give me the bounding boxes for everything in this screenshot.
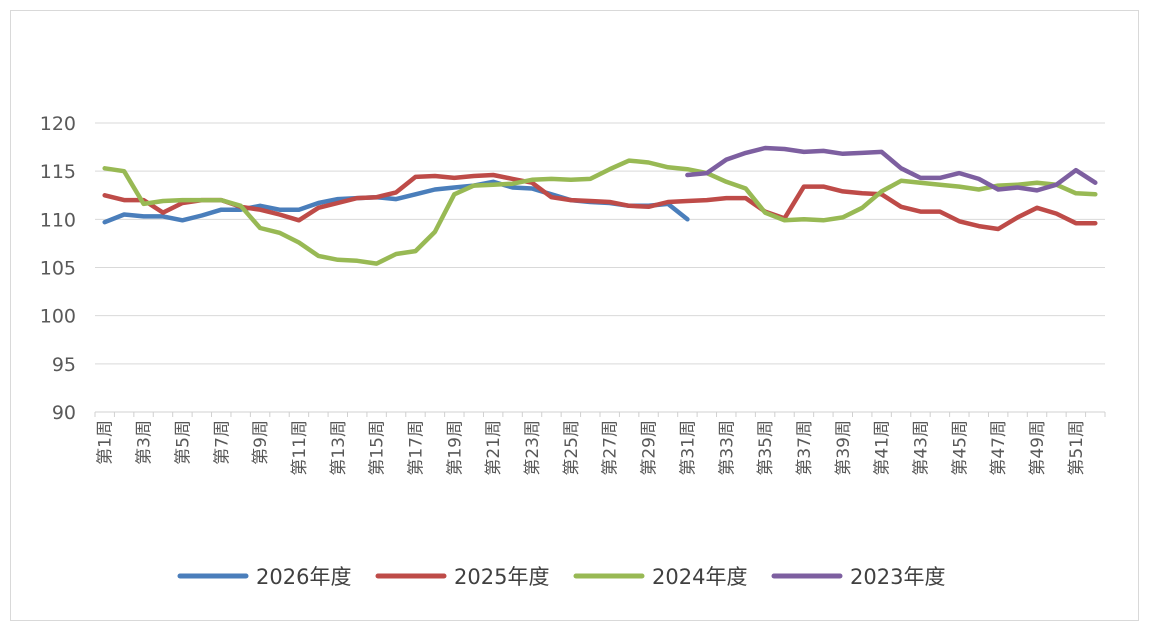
legend: 2026年度 2025年度 2024年度 2023年度 — [177, 565, 945, 589]
x-tick-label: 第7周 — [212, 420, 232, 465]
y-tick-label: 110 — [40, 209, 76, 231]
series-line-1 — [102, 172, 1098, 232]
x-tick-label: 第49周 — [1028, 420, 1048, 476]
x-tick-label: 第5周 — [173, 420, 193, 465]
x-tick-label: 第47周 — [989, 420, 1009, 476]
y-tick-label: 105 — [40, 258, 76, 280]
x-tick-label: 第23周 — [523, 420, 543, 476]
gridlines — [94, 122, 1106, 417]
x-tick-label: 第3周 — [135, 420, 155, 465]
y-tick-label: 115 — [40, 161, 76, 183]
x-tick-label: 第31周 — [678, 420, 698, 476]
x-tick-label: 第45周 — [950, 420, 970, 476]
x-tick-label: 第43周 — [911, 420, 931, 476]
legend-label: 2024年度 — [652, 565, 747, 589]
x-axis-ticks: 第1周 第3周 第5周 第7周 第9周 第11周 第13周 第15周 第17周 第19周 第21周第… — [96, 420, 1087, 476]
y-tick-label: 120 — [40, 113, 76, 135]
legend-label: 2023年度 — [850, 565, 945, 589]
x-tick-label: 第27周 — [601, 420, 621, 476]
x-tick-label: 第41周 — [873, 420, 893, 476]
x-tick-label: 第51周 — [1067, 420, 1087, 476]
x-tick-label: 第19周 — [445, 420, 465, 476]
x-tick-label: 第33周 — [717, 420, 737, 476]
x-tick-label: 第37周 — [795, 420, 815, 476]
legend-label: 2025年度 — [454, 565, 549, 589]
y-axis-ticks: 90 95 100 105 110 115 120 — [40, 113, 76, 424]
x-tick-label: 第39周 — [834, 420, 854, 476]
series-line-2 — [102, 158, 1098, 266]
x-tick-label: 第11周 — [290, 420, 310, 476]
series-line-3 — [685, 145, 1098, 193]
x-tick-label: 第13周 — [329, 420, 349, 476]
x-tick-label: 第15周 — [368, 420, 388, 476]
y-tick-label: 95 — [52, 354, 76, 376]
x-tick-label: 第29周 — [640, 420, 660, 476]
x-tick-label: 第35周 — [756, 420, 776, 476]
x-tick-label: 第9周 — [251, 420, 271, 465]
y-tick-label: 90 — [52, 402, 76, 424]
x-tick-label: 第21周 — [484, 420, 504, 476]
x-tick-label: 第1周 — [96, 420, 116, 465]
x-tick-label: 第25周 — [562, 420, 582, 476]
y-tick-label: 100 — [40, 306, 76, 328]
x-tick-label: 第17周 — [406, 420, 426, 476]
series-lines — [102, 145, 1098, 266]
legend-label: 2026年度 — [256, 565, 351, 589]
